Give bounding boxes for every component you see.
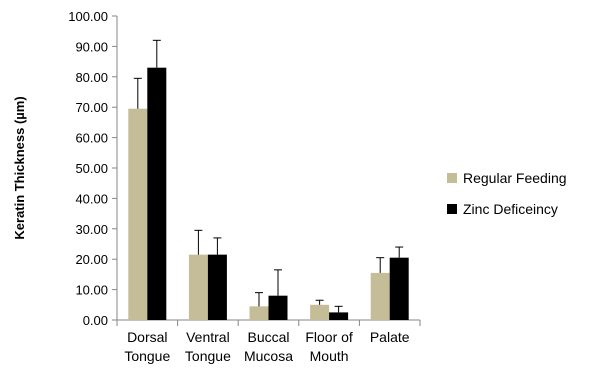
- bar-zinc-deficiency: [207, 254, 227, 320]
- bar-zinc-deficiency: [389, 257, 409, 320]
- y-tick-label: 20.00: [75, 252, 108, 267]
- bar-zinc-deficiency: [147, 67, 167, 321]
- bars: [128, 39, 409, 321]
- y-tick-label: 0.00: [83, 313, 108, 328]
- bar-regular-feeding: [188, 254, 208, 320]
- y-tick-label: 50.00: [75, 161, 108, 176]
- legend-swatch-zinc-deficiency: [447, 204, 457, 214]
- y-tick-label: 60.00: [75, 131, 108, 146]
- x-category-label: Palate: [370, 329, 410, 345]
- x-category-label: Tongue: [124, 348, 170, 364]
- axes: [112, 15, 421, 326]
- y-tick-label: 80.00: [75, 70, 108, 85]
- y-tick-label: 10.00: [75, 283, 108, 298]
- bar-regular-feeding: [310, 304, 330, 320]
- bar-zinc-deficiency: [329, 312, 349, 320]
- bar-zinc-deficiency: [268, 295, 288, 320]
- bar-regular-feeding: [128, 108, 148, 320]
- y-tick-label: 100.00: [68, 9, 108, 24]
- legend-label: Regular Feeding: [463, 170, 567, 186]
- x-category-label: Tongue: [185, 348, 231, 364]
- y-tick-label: 90.00: [75, 39, 108, 54]
- x-category-label: Mucosa: [244, 348, 293, 364]
- y-axis-title: Keratin Thickness (µm): [12, 96, 27, 239]
- x-category-label: Dorsal: [127, 329, 167, 345]
- legend: Regular Feeding Zinc Deficeincy: [447, 170, 567, 217]
- bar-regular-feeding: [249, 306, 269, 320]
- x-category-label: Mouth: [310, 348, 349, 364]
- x-category-label: Ventral: [186, 329, 230, 345]
- y-tick-label: 30.00: [75, 222, 108, 237]
- x-category-label: Floor of: [305, 329, 353, 345]
- labels: 0.00 10.00 20.00 30.00 40.00 50.00 60.00 70.00 8…: [12, 9, 410, 364]
- legend-label: Zinc Deficeincy: [463, 201, 558, 217]
- bar-regular-feeding: [370, 272, 390, 320]
- y-tick-label: 70.00: [75, 100, 108, 115]
- y-tick-label: 40.00: [75, 191, 108, 206]
- x-category-label: Buccal: [247, 329, 289, 345]
- legend-swatch-regular-feeding: [447, 173, 457, 183]
